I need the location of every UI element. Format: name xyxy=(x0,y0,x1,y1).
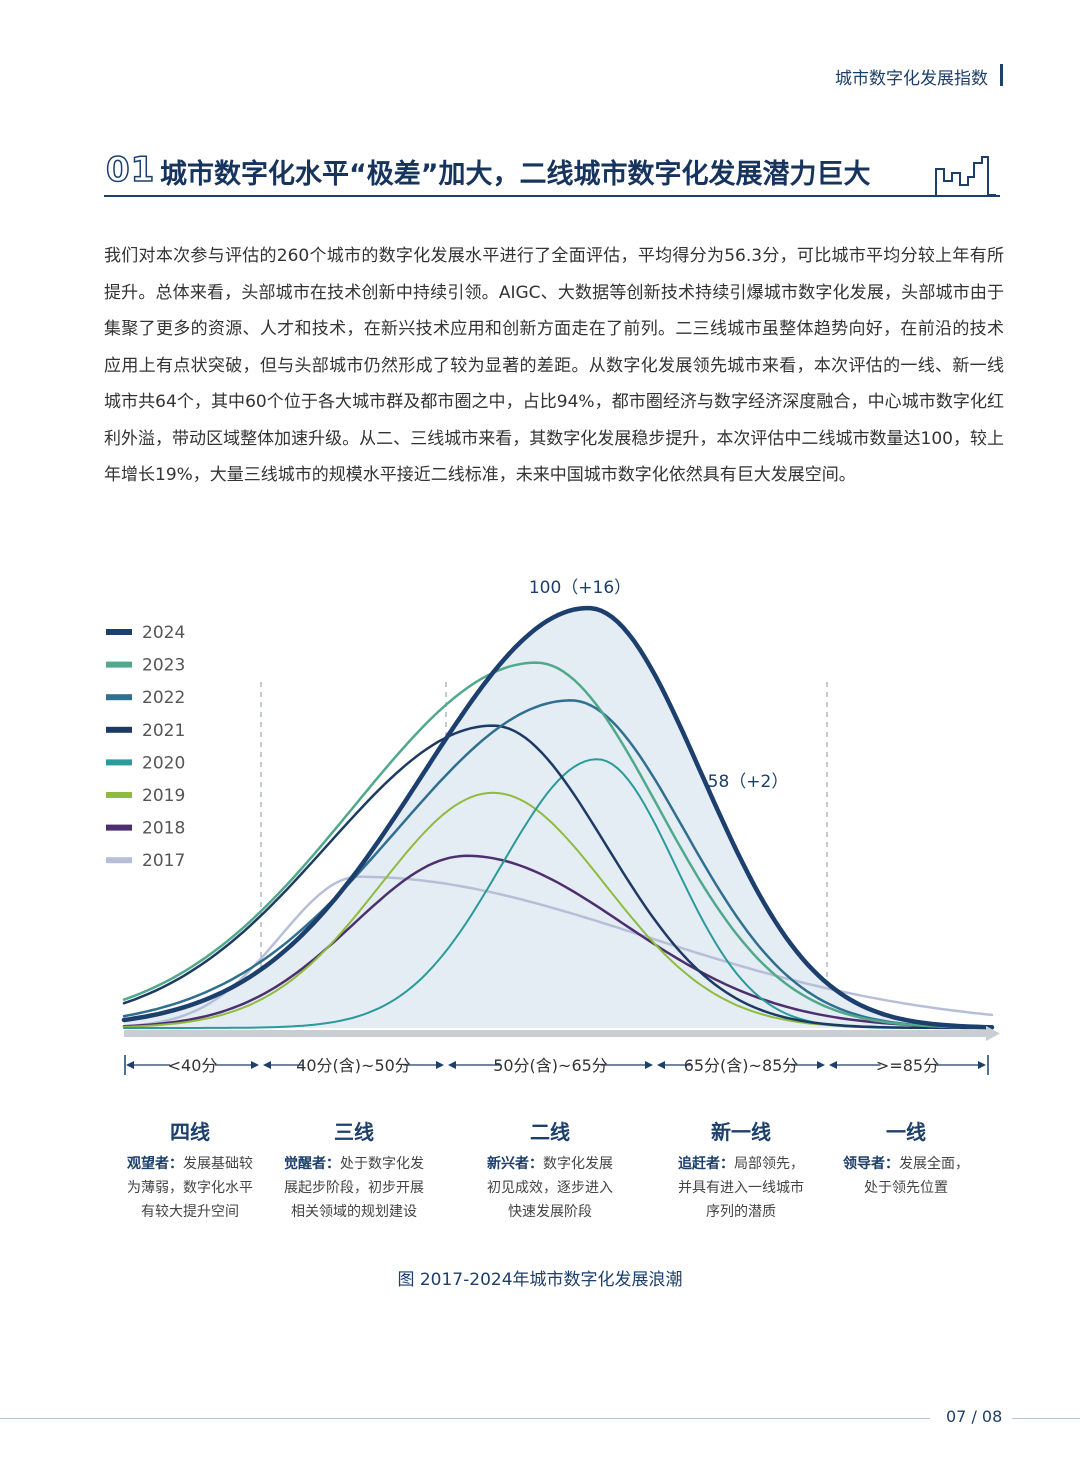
tier-role: 追赶者： xyxy=(678,1156,734,1172)
legend-swatch-2019 xyxy=(106,792,132,798)
range-label-3: 65分(含)~85分 xyxy=(657,1056,825,1075)
range-label-0: <40分 xyxy=(126,1056,259,1075)
series-line-2021 xyxy=(122,724,994,1030)
legend-swatch-2024 xyxy=(106,629,132,635)
legend: 2024 2023 2022 2021 2020 2019 2018 2017 xyxy=(106,623,185,871)
series-line-2017 xyxy=(122,875,994,1028)
series-line-2018 xyxy=(122,854,994,1029)
legend-swatch-2021 xyxy=(106,726,132,733)
axis-bar xyxy=(124,1030,986,1037)
legend-label-2024: 2024 xyxy=(142,623,185,643)
tier-title: 三线 xyxy=(334,1120,374,1144)
annotations: 100（+16） 58（+2） xyxy=(529,578,789,792)
tier-role: 观望者： xyxy=(127,1156,183,1172)
tier-description: 领导者：发展全面， 处于领先位置 xyxy=(843,1156,969,1196)
range-label-1: 40分(含)~50分 xyxy=(263,1056,444,1075)
legend-swatch-2023 xyxy=(106,661,132,668)
section-title: 城市数字化水平“极差”加大，二线城市数字化发展潜力巨大 xyxy=(160,159,871,190)
range-label-4: >=85分 xyxy=(829,1056,986,1075)
x-axis xyxy=(124,1026,1000,1041)
legend-label-2020: 2020 xyxy=(142,753,185,773)
tier-description: 观望者：发展基础较 为薄弱，数字化水平 有较大提升空间 xyxy=(127,1156,253,1220)
legend-label-2018: 2018 xyxy=(142,819,185,839)
svg-text:50分(含)~65分: 50分(含)~65分 xyxy=(493,1056,608,1075)
legend-label-2017: 2017 xyxy=(142,851,185,871)
legend-label-2023: 2023 xyxy=(142,656,185,676)
axis-arrow xyxy=(986,1026,1000,1041)
skyline-icon xyxy=(935,156,996,196)
tier-title: 新一线 xyxy=(711,1120,771,1144)
header-title: 城市数字化发展指数 xyxy=(835,69,988,89)
wave-chart: 2024 2023 2022 2021 2020 2019 2018 2017 <40分 40分… xyxy=(106,578,1000,1075)
page-number: 07 / 08 xyxy=(946,1407,1003,1426)
series-line-2024 xyxy=(121,605,995,1030)
range-label-2: 50分(含)~65分 xyxy=(448,1056,653,1075)
annotation-newfirst: 58（+2） xyxy=(708,772,789,792)
section-underline xyxy=(104,195,1000,197)
section-number: 01 xyxy=(105,149,156,191)
legend-swatch-2018 xyxy=(106,824,132,831)
legend-swatch-2022 xyxy=(106,694,132,701)
tier-title: 一线 xyxy=(886,1120,926,1144)
legend-swatch-2020 xyxy=(106,759,132,766)
tier-title: 四线 xyxy=(170,1120,210,1144)
legend-swatch-2017 xyxy=(106,857,132,864)
tier-role: 领导者： xyxy=(843,1156,899,1172)
tier-description: 追赶者：局部领先， 并具有进入一线城市 序列的潜质 xyxy=(678,1156,804,1220)
tier-description: 觉醒者：处于数字化发 展起步阶段，初步开展 相关领域的规划建设 xyxy=(284,1156,424,1220)
legend-label-2022: 2022 xyxy=(142,688,185,708)
tier-title: 二线 xyxy=(530,1120,570,1144)
legend-label-2021: 2021 xyxy=(142,721,185,741)
tier-role: 觉醒者： xyxy=(284,1156,340,1172)
footer-line xyxy=(0,1418,930,1419)
series-lines xyxy=(121,605,995,1030)
svg-text:65分(含)~85分: 65分(含)~85分 xyxy=(684,1056,799,1075)
svg-text:<40分: <40分 xyxy=(168,1056,218,1075)
header-divider xyxy=(1000,64,1003,86)
series-line-2022 xyxy=(122,699,994,1029)
footer-line xyxy=(1012,1418,1080,1419)
range-labels: <40分 40分(含)~50分 50分(含)~65分 65分(含)~85分 >=85分 xyxy=(124,1055,989,1075)
annotation-peak: 100（+16） xyxy=(529,578,631,598)
legend-label-2019: 2019 xyxy=(142,786,185,806)
svg-text:>=85分: >=85分 xyxy=(876,1056,939,1075)
tier-role: 新兴者： xyxy=(487,1156,543,1172)
tier-description: 新兴者：数字化发展 初见成效，逐步进入 快速发展阶段 xyxy=(487,1156,613,1220)
body-paragraph: 我们对本次参与评估的260个城市的数字化发展水平进行了全面评估，平均得分为56.… xyxy=(104,246,1004,485)
series-line-2023 xyxy=(122,661,994,1029)
figure-caption: 图 2017-2024年城市数字化发展浪潮 xyxy=(397,1270,683,1290)
svg-text:40分(含)~50分: 40分(含)~50分 xyxy=(296,1056,411,1075)
